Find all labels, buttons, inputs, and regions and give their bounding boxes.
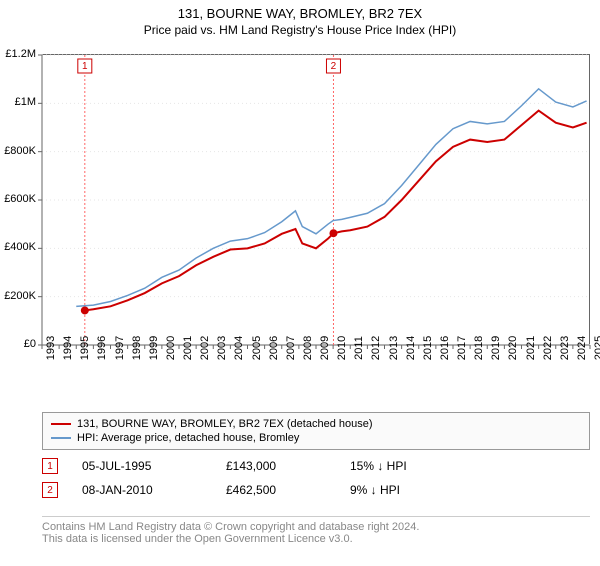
footer-line: Contains HM Land Registry data © Crown c…: [42, 521, 590, 533]
plot-region: 12: [42, 54, 590, 344]
legend-item: 131, BOURNE WAY, BROMLEY, BR2 7EX (detac…: [51, 417, 581, 431]
chart-title: 131, BOURNE WAY, BROMLEY, BR2 7EX: [0, 6, 600, 21]
sale-delta: 9% ↓ HPI: [350, 483, 460, 497]
legend-item: HPI: Average price, detached house, Brom…: [51, 431, 581, 445]
x-axis-label: 2002: [199, 336, 211, 360]
sale-price: £462,500: [226, 483, 326, 497]
chart-area: £0£200K£400K£600K£800K£1M£1.2M 12 199319…: [42, 54, 590, 376]
y-axis-label: £600K: [0, 193, 36, 205]
x-axis-label: 2018: [473, 336, 485, 360]
x-axis-label: 2020: [507, 336, 519, 360]
x-axis-label: 2014: [405, 336, 417, 360]
sale-date: 05-JUL-1995: [82, 459, 202, 473]
x-axis-label: 2016: [439, 336, 451, 360]
x-axis-label: 2006: [268, 336, 280, 360]
chart-subtitle: Price paid vs. HM Land Registry's House …: [0, 23, 600, 37]
x-axis-label: 2005: [251, 336, 263, 360]
x-axis-label: 1999: [148, 336, 160, 360]
x-axis-label: 2019: [490, 336, 502, 360]
x-axis-label: 1996: [96, 336, 108, 360]
chart-svg: 12: [42, 55, 590, 345]
x-axis-label: 2015: [422, 336, 434, 360]
x-axis-label: 2013: [388, 336, 400, 360]
y-axis-label: £1M: [0, 96, 36, 108]
sale-markers-table: 1 05-JUL-1995 £143,000 15% ↓ HPI 2 08-JA…: [42, 454, 590, 502]
x-axis-label: 2024: [576, 336, 588, 360]
y-axis-label: £1.2M: [0, 48, 36, 60]
x-axis-label: 2011: [353, 336, 365, 360]
marker-badge: 1: [42, 458, 58, 474]
table-row: 2 08-JAN-2010 £462,500 9% ↓ HPI: [42, 478, 590, 502]
x-axis-label: 2012: [370, 336, 382, 360]
footer: Contains HM Land Registry data © Crown c…: [42, 516, 590, 545]
x-axis-label: 2025: [593, 336, 600, 360]
y-axis-label: £400K: [0, 241, 36, 253]
y-axis-label: £0: [0, 338, 36, 350]
x-axis-label: 1995: [79, 336, 91, 360]
x-axis-label: 2010: [336, 336, 348, 360]
x-axis-label: 2021: [525, 336, 537, 360]
legend-label: 131, BOURNE WAY, BROMLEY, BR2 7EX (detac…: [77, 418, 373, 430]
table-row: 1 05-JUL-1995 £143,000 15% ↓ HPI: [42, 454, 590, 478]
legend-label: HPI: Average price, detached house, Brom…: [77, 432, 299, 444]
x-axis-label: 1998: [131, 336, 143, 360]
sale-delta: 15% ↓ HPI: [350, 459, 460, 473]
x-axis-label: 1994: [62, 336, 74, 360]
marker-badge: 2: [42, 482, 58, 498]
x-axis-label: 2007: [285, 336, 297, 360]
footer-line: This data is licensed under the Open Gov…: [42, 533, 590, 545]
x-axis-label: 2003: [216, 336, 228, 360]
legend-swatch: [51, 437, 71, 439]
x-axis-label: 1997: [114, 336, 126, 360]
x-axis-label: 2022: [542, 336, 554, 360]
svg-text:2: 2: [331, 61, 337, 72]
x-axis-label: 2017: [456, 336, 468, 360]
x-axis-label: 2000: [165, 336, 177, 360]
legend-swatch: [51, 423, 71, 425]
y-axis-label: £800K: [0, 145, 36, 157]
x-axis-label: 2001: [182, 336, 194, 360]
x-axis-label: 1993: [45, 336, 57, 360]
x-axis-label: 2004: [233, 336, 245, 360]
legend: 131, BOURNE WAY, BROMLEY, BR2 7EX (detac…: [42, 412, 590, 450]
x-axis-label: 2023: [559, 336, 571, 360]
sale-date: 08-JAN-2010: [82, 483, 202, 497]
y-axis-label: £200K: [0, 290, 36, 302]
x-axis-label: 2008: [302, 336, 314, 360]
svg-text:1: 1: [82, 61, 88, 72]
sale-price: £143,000: [226, 459, 326, 473]
x-axis-label: 2009: [319, 336, 331, 360]
